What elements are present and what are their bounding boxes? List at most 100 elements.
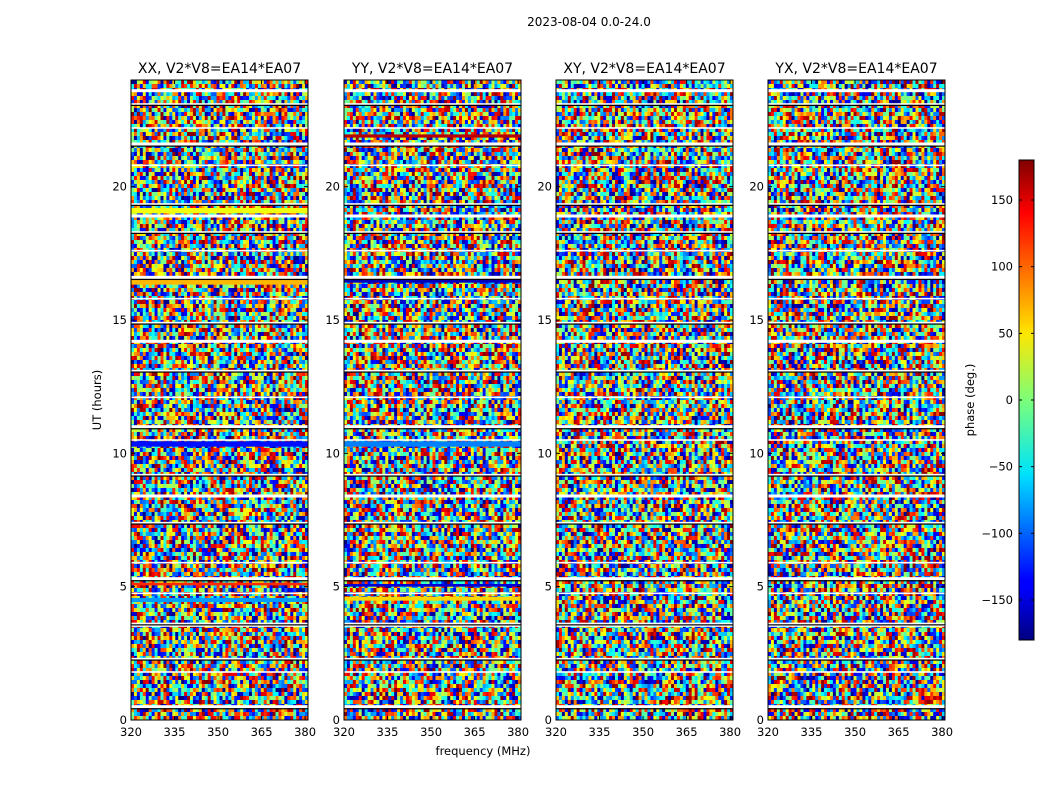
flagged-row [556,705,733,709]
colorbar-ticks: 150 100 50 0 −50 −100 −150 [981,193,1034,607]
flagged-row [556,249,733,252]
flag-edge [344,475,521,477]
x-tick-label: 350 [844,725,866,739]
flagged-row [131,473,308,476]
flagged-row [131,592,308,595]
flag-edge [131,659,308,661]
flagged-row [131,89,308,93]
flagged-row [344,249,521,252]
y-tick-label: 20 [325,180,340,194]
x-tick-label: 335 [164,725,186,739]
flagged-row [556,339,733,343]
flag-edge [344,232,521,234]
flagged-row [131,297,308,300]
colorbar-tick-label: 0 [1006,393,1013,407]
x-tick-label: 335 [377,725,399,739]
flag-edge [768,232,945,234]
flag-edge [344,104,521,106]
flagged-row [344,473,521,476]
panel-title: YX, V2*V8=EA14*EA07 [774,61,937,77]
flag-edge [131,204,308,206]
x-tick-label: 320 [120,725,142,739]
colorbar-tick-label: 50 [998,326,1013,340]
figure-title: 2023-08-04 0.0-24.0 [527,15,651,29]
flagged-row [556,577,733,581]
flagged-row [344,657,521,660]
phase-band [344,280,521,283]
x-tick-label: 365 [676,725,698,739]
flagged-row [131,249,308,252]
flagged-row [768,203,945,205]
flagged-row [556,622,733,625]
y-tick-label: 15 [537,313,552,327]
flagged-row [768,321,945,324]
flag-edge [768,204,945,206]
flagged-row [556,561,733,564]
flagged-row [131,103,308,105]
flagged-row [131,203,308,205]
flag-edge [131,428,308,430]
flagged-row [556,142,733,146]
flagged-row [556,127,733,129]
flagged-row [768,231,945,233]
flagged-row [768,671,945,673]
x-tick-label: 350 [207,725,229,739]
colorbar-tick-label: 150 [991,193,1013,207]
flag-edge [556,371,733,373]
flagged-row [131,577,308,581]
phase-band [344,584,521,587]
colorbar-tick-label: −50 [989,460,1013,474]
flag-edge [556,428,733,430]
flagged-row [131,369,308,372]
flagged-row [131,657,308,660]
x-tick-label: 335 [589,725,611,739]
panel-title: XY, V2*V8=EA14*EA07 [563,61,725,77]
flagged-row [556,521,733,524]
flagged-row [344,561,521,564]
flagged-row [131,494,308,498]
flagged-row [131,142,308,146]
x-tick-label: 365 [464,725,486,739]
flag-edge [344,204,521,206]
phase-band [344,134,521,138]
y-tick-label: 0 [545,713,552,727]
flag-edge [131,323,308,325]
flagged-row [556,89,733,93]
flagged-row [344,369,521,372]
colorbar-tick-label: 100 [991,260,1013,274]
flagged-row [131,321,308,324]
flagged-row [556,203,733,205]
y-tick-label: 15 [325,313,340,327]
x-tick-label: 320 [545,725,567,739]
flagged-row [131,127,308,129]
axes-frame [343,79,522,721]
phase-band [131,278,308,285]
flag-edge [344,371,521,373]
flagged-row [344,275,521,279]
flagged-row [131,275,308,279]
flagged-row [344,577,521,581]
flag-edge [556,104,733,106]
flagged-row [131,164,308,167]
flag-edge [344,624,521,626]
phase-band [131,441,308,447]
flag-edge [768,659,945,661]
flag-edge [344,523,521,525]
flagged-row [344,214,521,218]
panel-yy: YY, V2*V8=EA14*EA07 320 335 350 365 380 0 5 10 15… [325,61,529,739]
flag-edge [344,708,521,710]
flagged-row [768,592,945,595]
y-tick-label: 5 [757,580,764,594]
panel-xy: XY, V2*V8=EA14*EA07 320 335 350 365 380 0 5 10 15… [537,61,741,739]
flag-edge [131,523,308,525]
flagged-row [344,231,521,233]
flag-edge [131,708,308,710]
phase-band [131,598,308,602]
heatmap-cells [344,80,521,720]
flagged-row [768,396,945,399]
flagged-row [768,425,945,429]
flag-edge [768,624,945,626]
flag-edge [556,145,733,147]
flag-edge [131,371,308,373]
